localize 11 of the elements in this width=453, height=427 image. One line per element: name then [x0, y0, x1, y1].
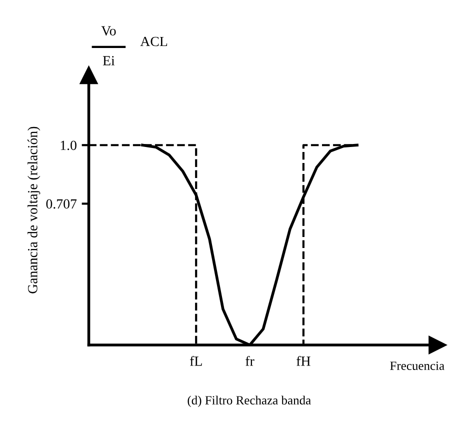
text: (d) Filtro Rechaza banda: [188, 396, 311, 408]
x-tick-label: fH: [296, 356, 310, 366]
text: Ei: [102, 56, 115, 66]
x-tick-label: fr: [246, 356, 254, 366]
text: ACL: [140, 36, 168, 46]
x-axis-title: Frecuencia: [390, 362, 444, 370]
y-tick-label: 0.707: [46, 199, 77, 209]
text: Vo: [101, 26, 116, 36]
x-tick-label: fL: [190, 356, 202, 366]
y-tick-label: 1.0: [60, 140, 76, 150]
y-axis-title: Ganancia de voltaje (relación): [28, 126, 40, 294]
